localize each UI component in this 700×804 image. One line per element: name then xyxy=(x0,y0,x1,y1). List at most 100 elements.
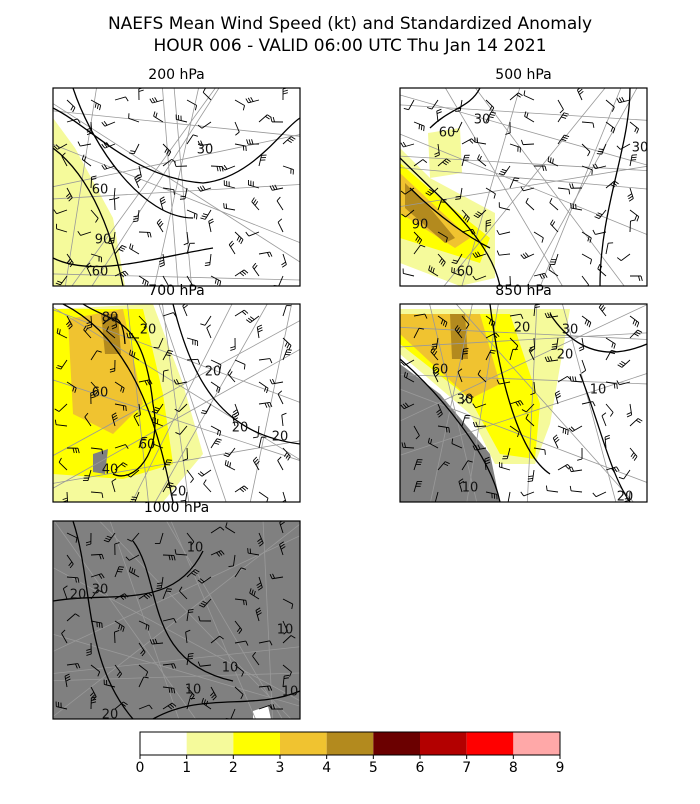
wind-barb xyxy=(523,144,534,145)
contour-label: 20 xyxy=(170,485,187,500)
contour-label: 30 xyxy=(632,141,649,156)
contour-label: 20 xyxy=(70,588,87,603)
wind-barb xyxy=(189,653,194,654)
wind-barb xyxy=(114,199,115,210)
contour-label: 60 xyxy=(92,386,109,401)
contour-label: 20 xyxy=(140,323,157,338)
wind-barb xyxy=(545,450,546,455)
contour-label: 30 xyxy=(197,143,214,158)
wind-barb xyxy=(597,154,602,155)
wind-barb xyxy=(63,503,68,505)
contour-label: 60 xyxy=(457,265,474,280)
wind-barb xyxy=(551,349,556,350)
colorbar-swatch xyxy=(140,732,187,755)
wind-barb xyxy=(166,462,171,463)
wind-barb xyxy=(211,166,222,167)
wind-barb xyxy=(455,199,460,200)
wind-barb xyxy=(421,125,422,130)
panel-title: 500 hPa xyxy=(495,67,551,83)
contour-label: 20 xyxy=(205,365,222,380)
wind-barb xyxy=(456,108,461,109)
wind-barb xyxy=(552,344,557,345)
title-line: HOUR 006 - VALID 06:00 UTC Thu Jan 14 20… xyxy=(153,36,546,56)
colorbar-swatch xyxy=(420,732,467,755)
contour-label: 10 xyxy=(185,683,202,698)
colorbar-swatch xyxy=(513,732,560,755)
wind-barb xyxy=(282,503,286,506)
colorbar-tick-label: 2 xyxy=(229,760,238,776)
panel-title: 200 hPa xyxy=(148,67,204,83)
wind-barb xyxy=(188,658,193,659)
wind-barb xyxy=(432,346,437,347)
wind-barb xyxy=(598,151,603,152)
contour-label: 10 xyxy=(222,661,239,676)
wind-barb xyxy=(167,460,172,461)
wind-barb xyxy=(157,585,162,586)
colorbar-tick-label: 1 xyxy=(182,760,191,776)
colorbar-tick-label: 0 xyxy=(136,760,145,776)
contour-label: 20 xyxy=(272,430,289,445)
wind-barb xyxy=(568,430,569,435)
colorbar-tick-label: 8 xyxy=(509,760,518,776)
wind-barb xyxy=(165,464,170,465)
colorbar-swatch xyxy=(233,732,280,755)
colorbar-tick-label: 4 xyxy=(322,760,331,776)
wind-barb xyxy=(475,137,476,142)
contour-label: 20 xyxy=(102,708,119,723)
panel-title: 1000 hPa xyxy=(144,500,209,516)
wind-barb xyxy=(132,497,137,498)
contour-label: 60 xyxy=(439,126,456,141)
colorbar-swatch xyxy=(373,732,420,755)
colorbar-swatch xyxy=(280,732,327,755)
wind-barb xyxy=(624,503,629,504)
wind-barb xyxy=(456,196,461,197)
contour-label: 30 xyxy=(562,323,579,338)
contour-label: 60 xyxy=(139,438,156,453)
wind-barb xyxy=(432,344,437,345)
contour-label: 40 xyxy=(102,463,119,478)
contour-label: 90 xyxy=(95,233,112,248)
wind-barb xyxy=(187,448,188,459)
contour-label: 90 xyxy=(412,218,429,233)
map-panel: 80 20 60 20 20 60 20 20 40 xyxy=(53,303,300,505)
map-panel: 60 30 30 90 60 xyxy=(400,87,648,289)
contour-label: 20 xyxy=(232,421,249,436)
wind-barb xyxy=(455,111,460,112)
wind-barb xyxy=(156,588,161,589)
contour-label: 20 xyxy=(557,348,574,363)
panel-title: 700 hPa xyxy=(148,283,204,299)
wind-barb xyxy=(167,589,172,590)
wind-barb xyxy=(449,428,450,433)
wind-barb xyxy=(565,429,566,434)
wind-barb xyxy=(157,583,162,584)
wind-barb xyxy=(599,149,604,150)
wind-barb xyxy=(228,566,233,567)
wind-barb xyxy=(91,554,102,555)
wind-barb xyxy=(131,499,136,500)
wind-barb xyxy=(166,591,171,592)
contour-label: 30 xyxy=(474,113,491,128)
contour-label: 10 xyxy=(277,623,294,638)
colorbar-tick-label: 6 xyxy=(416,760,425,776)
wind-barb xyxy=(189,609,194,610)
contour-label: 30 xyxy=(92,583,109,598)
colorbar-swatch xyxy=(467,732,514,755)
contour-label: 60 xyxy=(432,363,449,378)
wind-barb xyxy=(446,427,447,432)
contour-label: 20 xyxy=(514,321,531,336)
colorbar-swatch xyxy=(327,732,374,755)
wind-barb xyxy=(419,124,420,129)
contour-label: 10 xyxy=(282,685,299,700)
wind-barb xyxy=(563,428,564,433)
colorbar-tick-label: 5 xyxy=(369,760,378,776)
title-line: NAEFS Mean Wind Speed (kt) and Standardi… xyxy=(108,14,592,34)
wind-barb xyxy=(114,632,115,643)
wind-barb xyxy=(174,190,175,195)
colorbar-tick-label: 9 xyxy=(556,760,565,776)
contour-label: 10 xyxy=(462,481,479,496)
contour-label: 80 xyxy=(102,311,119,326)
